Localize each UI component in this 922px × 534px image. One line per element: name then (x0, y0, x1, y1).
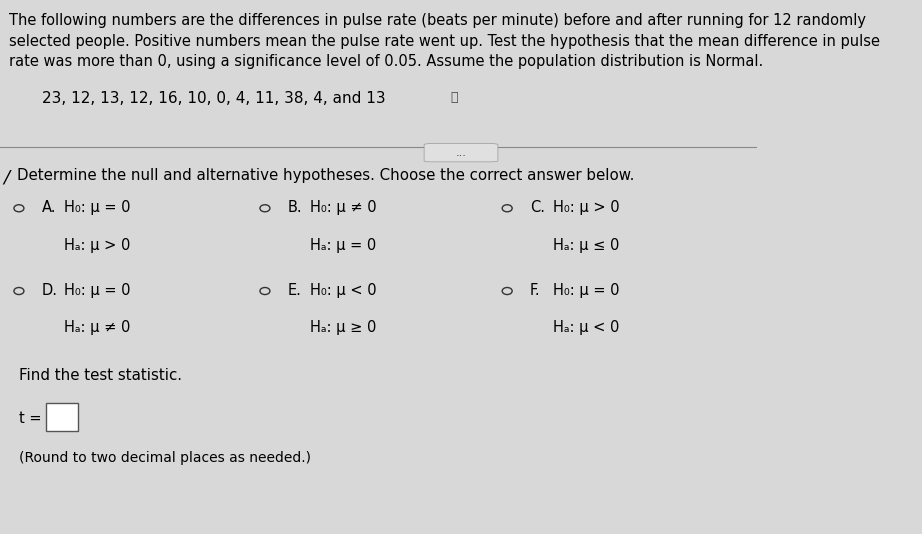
Text: 23, 12, 13, 12, 16, 10, 0, 4, 11, 38, 4, and 13: 23, 12, 13, 12, 16, 10, 0, 4, 11, 38, 4,… (41, 91, 385, 106)
FancyBboxPatch shape (424, 144, 498, 162)
Text: H₀: μ > 0: H₀: μ > 0 (552, 200, 620, 215)
FancyBboxPatch shape (46, 403, 78, 431)
Text: The following numbers are the differences in pulse rate (beats per minute) befor: The following numbers are the difference… (9, 13, 881, 69)
Text: H₀: μ < 0: H₀: μ < 0 (311, 283, 377, 298)
Text: Hₐ: μ = 0: Hₐ: μ = 0 (311, 238, 376, 253)
Text: ...: ... (455, 148, 467, 158)
Text: Hₐ: μ ≤ 0: Hₐ: μ ≤ 0 (552, 238, 619, 253)
Text: F.: F. (530, 283, 540, 298)
Text: D.: D. (41, 283, 58, 298)
Text: C.: C. (530, 200, 545, 215)
Text: /: / (4, 168, 10, 186)
Text: Hₐ: μ ≠ 0: Hₐ: μ ≠ 0 (65, 320, 131, 335)
Text: (Round to two decimal places as needed.): (Round to two decimal places as needed.) (19, 451, 311, 465)
Text: ⧉: ⧉ (451, 91, 458, 104)
Text: t =: t = (19, 411, 41, 426)
Text: Hₐ: μ > 0: Hₐ: μ > 0 (65, 238, 131, 253)
Text: Find the test statistic.: Find the test statistic. (19, 368, 182, 383)
Text: Hₐ: μ < 0: Hₐ: μ < 0 (552, 320, 619, 335)
Text: H₀: μ = 0: H₀: μ = 0 (552, 283, 619, 298)
Text: Hₐ: μ ≥ 0: Hₐ: μ ≥ 0 (311, 320, 377, 335)
Text: E.: E. (288, 283, 301, 298)
Text: H₀: μ = 0: H₀: μ = 0 (65, 283, 131, 298)
Text: Determine the null and alternative hypotheses. Choose the correct answer below.: Determine the null and alternative hypot… (17, 168, 634, 183)
Text: H₀: μ ≠ 0: H₀: μ ≠ 0 (311, 200, 377, 215)
Text: A.: A. (41, 200, 56, 215)
Text: B.: B. (288, 200, 302, 215)
Text: H₀: μ = 0: H₀: μ = 0 (65, 200, 131, 215)
